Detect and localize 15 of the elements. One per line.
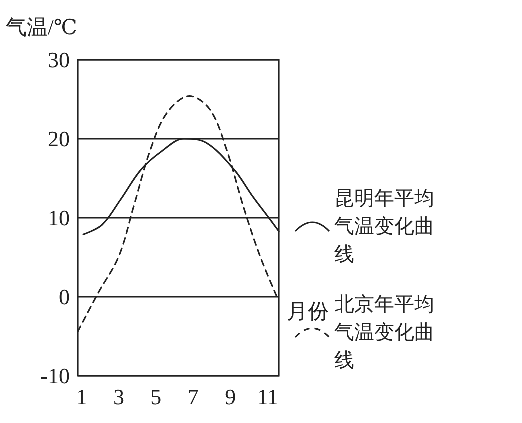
legend-label: 北京年平均气温变化曲线	[334, 294, 434, 372]
x-tick-label: 5	[150, 384, 162, 410]
x-axis-title: 月份	[287, 300, 329, 324]
y-tick-label: -10	[40, 364, 70, 388]
y-tick-label: 20	[48, 126, 70, 152]
y-tick-label: 30	[48, 48, 70, 72]
y-tick-label: 10	[48, 206, 70, 230]
legend-label: 昆明年平均气温变化曲线	[334, 188, 434, 266]
y-tick-label: 0	[59, 284, 70, 310]
x-tick-label: 11	[257, 384, 278, 410]
x-tick-label: 1	[76, 384, 88, 410]
y-axis-title: 气温/℃	[6, 16, 78, 40]
x-tick-label: 3	[113, 384, 124, 410]
x-tick-label: 7	[188, 384, 199, 410]
x-tick-label: 9	[225, 384, 236, 410]
